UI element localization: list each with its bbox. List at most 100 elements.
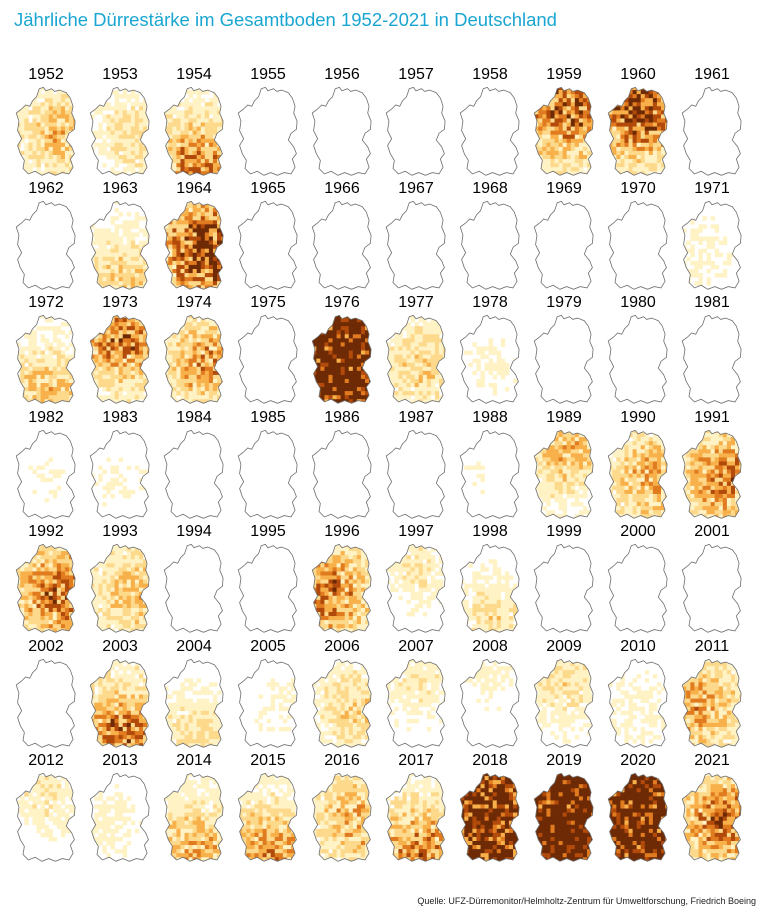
panel-1967: 1967 [378,180,454,292]
panel-1992: 1992 [8,523,84,635]
drought-cells [90,544,150,633]
year-label: 1991 [694,409,730,426]
germany-outline [607,658,668,748]
panel-1985: 1985 [230,409,306,521]
germany-outline [459,86,520,176]
year-label: 1964 [176,180,212,197]
drought-map-1965 [237,200,298,290]
germany-fill [608,315,668,404]
panel-1977: 1977 [378,294,454,406]
drought-map-1998 [459,543,520,633]
germany-fill [238,201,298,290]
germany-outline [459,314,520,404]
germany-outline [163,429,224,519]
germany-fill [164,544,224,633]
germany-fill [16,430,76,519]
year-label: 1997 [398,523,434,540]
panel-2014: 2014 [156,752,232,864]
year-label: 1977 [398,294,434,311]
panel-1969: 1969 [526,180,602,292]
drought-map-1981 [681,314,742,404]
germany-outline [681,772,742,862]
panel-1979: 1979 [526,294,602,406]
panel-1955: 1955 [230,66,306,178]
drought-map-2014 [163,772,224,862]
germany-fill [386,201,446,290]
year-label: 1972 [28,294,64,311]
year-label: 2015 [250,752,286,769]
drought-map-1972 [15,314,76,404]
germany-fill [312,87,372,176]
germany-outline [459,772,520,862]
year-label: 1955 [250,66,286,83]
year-label: 1998 [472,523,508,540]
panel-1987: 1987 [378,409,454,521]
germany-fill [534,201,594,290]
year-label: 1953 [102,66,138,83]
source-note: Quelle: UFZ-Dürremonitor/Helmholtz-Zentr… [417,896,756,906]
drought-map-1986 [311,429,372,519]
year-label: 1956 [324,66,360,83]
panel-1981: 1981 [674,294,750,406]
panel-2019: 2019 [526,752,602,864]
drought-map-1973 [89,314,150,404]
year-label: 2012 [28,752,64,769]
panel-1972: 1972 [8,294,84,406]
year-label: 1968 [472,180,508,197]
drought-map-2015 [237,772,298,862]
drought-map-2020 [607,772,668,862]
germany-outline [311,200,372,290]
drought-map-1996 [311,543,372,633]
drought-map-2010 [607,658,668,748]
germany-outline [311,314,372,404]
year-label: 1988 [472,409,508,426]
germany-fill [682,87,742,176]
germany-fill [386,430,446,519]
panel-1982: 1982 [8,409,84,521]
year-label: 2017 [398,752,434,769]
year-label: 2006 [324,638,360,655]
panel-1957: 1957 [378,66,454,178]
panel-1989: 1989 [526,409,602,521]
germany-outline [15,658,76,748]
germany-fill [238,87,298,176]
drought-cells [16,773,76,842]
year-label: 1999 [546,523,582,540]
drought-map-2019 [533,772,594,862]
year-label: 1992 [28,523,64,540]
panel-1970: 1970 [600,180,676,292]
year-label: 1962 [28,180,64,197]
germany-outline [89,86,150,176]
panel-1964: 1964 [156,180,232,292]
panel-1975: 1975 [230,294,306,406]
panel-1996: 1996 [304,523,380,635]
panel-2008: 2008 [452,638,528,750]
drought-map-1967 [385,200,446,290]
germany-fill [460,430,520,519]
germany-outline [681,86,742,176]
germany-fill [16,201,76,290]
germany-outline [681,543,742,633]
year-label: 1965 [250,180,286,197]
year-label: 2009 [546,638,582,655]
drought-map-2017 [385,772,446,862]
panel-2003: 2003 [82,638,158,750]
year-label: 2013 [102,752,138,769]
drought-map-1962 [15,200,76,290]
germany-outline [533,658,594,748]
year-label: 1960 [620,66,656,83]
germany-fill [16,659,76,748]
chart-title: Jährliche Dürrestärke im Gesamtboden 195… [14,9,557,30]
drought-map-1975 [237,314,298,404]
germany-outline [533,543,594,633]
panel-1966: 1966 [304,180,380,292]
germany-outline [533,772,594,862]
germany-outline [89,772,150,862]
panel-1980: 1980 [600,294,676,406]
germany-outline [459,658,520,748]
year-label: 1995 [250,523,286,540]
drought-map-2013 [89,772,150,862]
germany-outline [311,86,372,176]
panel-1990: 1990 [600,409,676,521]
drought-map-1989 [533,429,594,519]
